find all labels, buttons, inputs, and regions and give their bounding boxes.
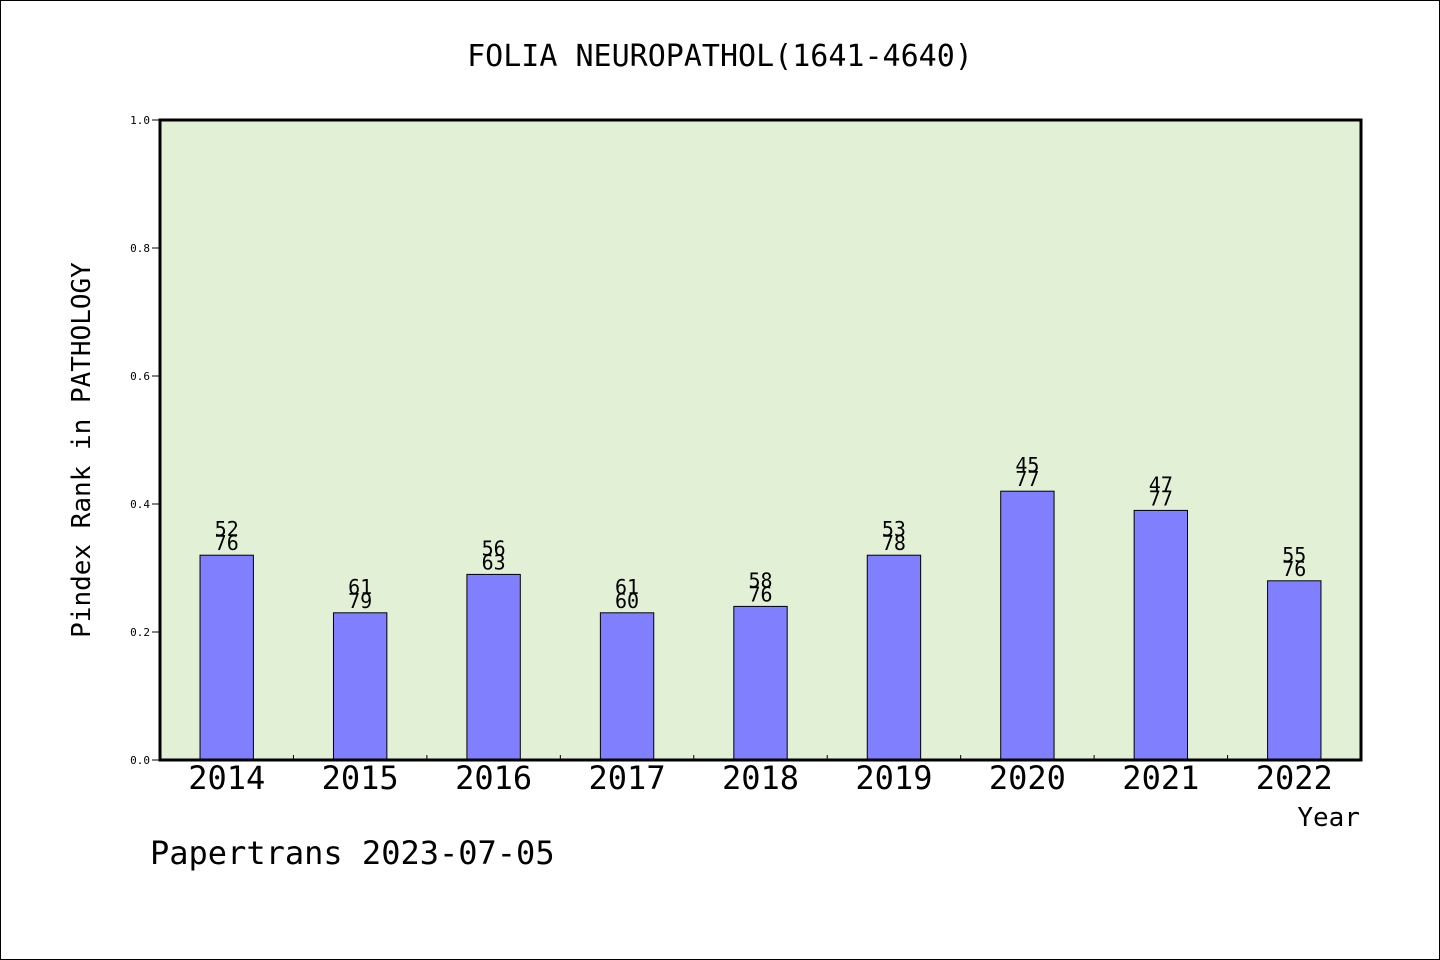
x-tick-label: 2022 <box>1256 759 1333 797</box>
bar-total-label: 77 <box>1015 467 1039 491</box>
y-axis-label: Pindex Rank in PATHOLOGY <box>67 262 97 638</box>
y-tick-label: 0.0 <box>130 754 150 767</box>
plot-border <box>158 118 1363 762</box>
bar-total-label: 76 <box>215 531 239 555</box>
bar-2014 <box>199 554 254 761</box>
bar-2018 <box>733 605 788 761</box>
x-tick-label: 2016 <box>455 759 532 797</box>
bar-2015 <box>332 612 388 761</box>
bar-rank-label: 58 <box>748 568 772 592</box>
x-axis-label: Year <box>1297 803 1360 833</box>
bar-rank-label: 61 <box>615 575 639 599</box>
bar-rank-label: 52 <box>215 517 239 541</box>
bar-2022 <box>1267 580 1322 761</box>
x-tick-label: 2017 <box>589 759 666 797</box>
y-tick-label: 0.6 <box>130 370 150 383</box>
bar-rank-label: 56 <box>482 536 506 560</box>
bar-rank-label: 55 <box>1282 543 1306 567</box>
bar-rank-label: 61 <box>348 575 372 599</box>
bar-rank-label: 47 <box>1149 472 1173 496</box>
y-tick-label: 0.4 <box>130 498 150 511</box>
bar-total-label: 78 <box>882 531 906 555</box>
y-tick-label: 0.8 <box>130 242 150 255</box>
bar-rank-label: 45 <box>1015 453 1039 477</box>
x-tick-label: 2019 <box>855 759 932 797</box>
y-tick-label: 0.2 <box>130 626 150 639</box>
bar-2017 <box>599 612 655 761</box>
y-tick-label: 1.0 <box>130 114 150 127</box>
bar-2019 <box>866 554 922 761</box>
bar-2020 <box>1000 490 1055 761</box>
bar-total-label: 63 <box>482 550 506 574</box>
bar-total-label: 76 <box>1282 557 1306 581</box>
x-tick-label: 2014 <box>188 759 265 797</box>
bar-total-label: 77 <box>1149 486 1173 510</box>
chart-title: FOLIA NEUROPATHOL(1641-4640) <box>467 39 973 74</box>
bar-total-label: 79 <box>348 589 372 613</box>
bar-total-label: 76 <box>748 582 772 606</box>
x-tick-label: 2021 <box>1122 759 1199 797</box>
bar-2021 <box>1133 509 1189 761</box>
bar-total-label: 60 <box>615 589 639 613</box>
x-tick-label: 2018 <box>722 759 799 797</box>
x-tick-label: 2015 <box>322 759 399 797</box>
x-axis-ticks: 2014 2015 2016 2017 2018 2019 2020 2021 2022 <box>188 755 1333 797</box>
footer-credit: Papertrans 2023-07-05 <box>150 834 555 872</box>
x-tick-label: 2020 <box>989 759 1066 797</box>
y-axis-ticks: 0.0 0.2 0.4 0.6 0.8 1.0 <box>130 114 160 767</box>
bar-2016 <box>466 573 521 761</box>
bar-group <box>199 490 1322 761</box>
bar-rank-label: 53 <box>882 517 906 541</box>
